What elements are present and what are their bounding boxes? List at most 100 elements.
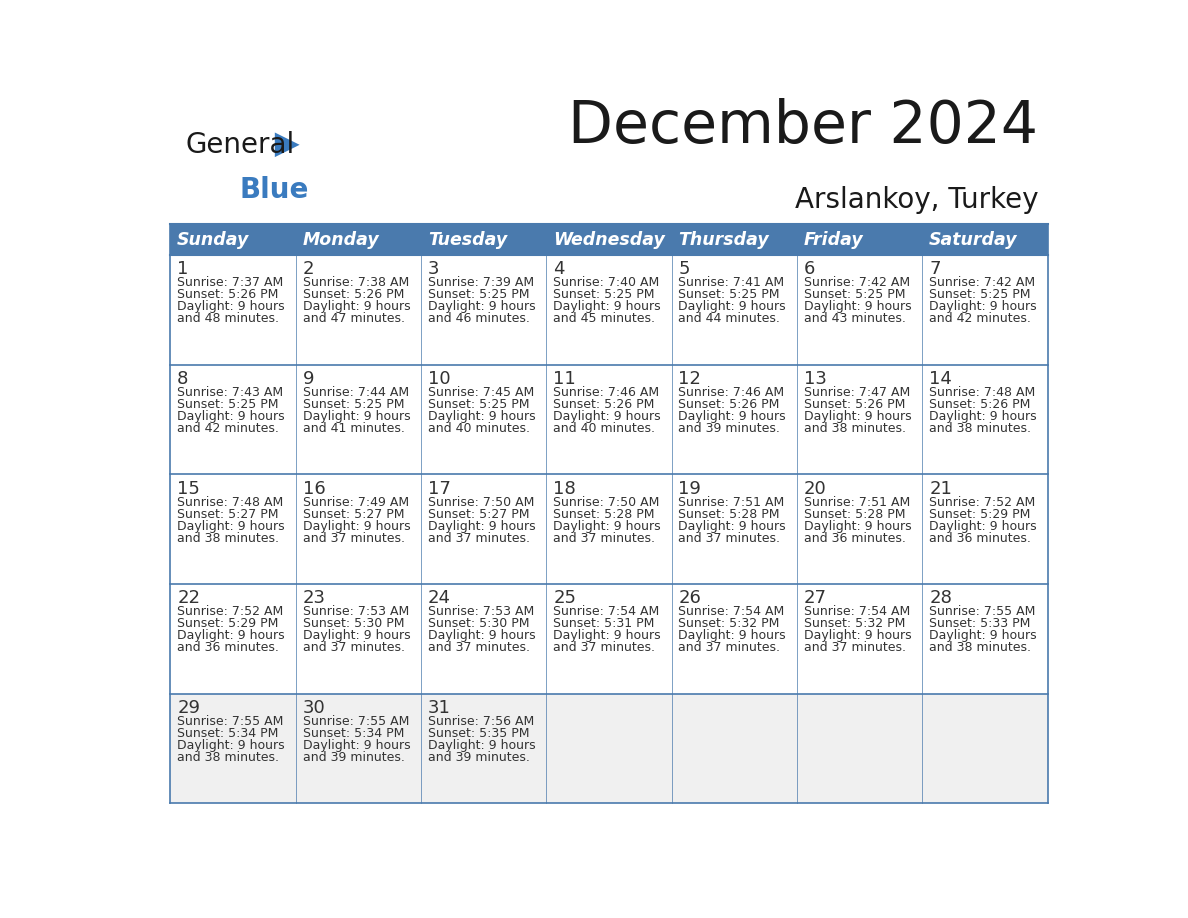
Text: 10: 10 [428,370,450,388]
Text: Daylight: 9 hours: Daylight: 9 hours [554,520,661,532]
Text: Sunrise: 7:37 AM: Sunrise: 7:37 AM [177,276,284,289]
Text: Sunrise: 7:39 AM: Sunrise: 7:39 AM [428,276,533,289]
Text: Sunrise: 7:52 AM: Sunrise: 7:52 AM [929,496,1036,509]
Text: Daylight: 9 hours: Daylight: 9 hours [177,739,285,752]
Text: Sunset: 5:26 PM: Sunset: 5:26 PM [177,288,278,301]
Text: and 42 minutes.: and 42 minutes. [929,312,1031,325]
Text: and 36 minutes.: and 36 minutes. [177,642,279,655]
Text: General: General [185,130,295,159]
Text: and 37 minutes.: and 37 minutes. [428,642,530,655]
Text: Daylight: 9 hours: Daylight: 9 hours [804,300,911,313]
Text: Sunrise: 7:44 AM: Sunrise: 7:44 AM [303,386,409,399]
Text: Sunset: 5:27 PM: Sunset: 5:27 PM [303,508,404,521]
Text: Sunset: 5:25 PM: Sunset: 5:25 PM [428,288,530,301]
Text: Tuesday: Tuesday [428,230,507,249]
Text: Daylight: 9 hours: Daylight: 9 hours [929,300,1037,313]
Text: Daylight: 9 hours: Daylight: 9 hours [554,410,661,423]
Text: and 38 minutes.: and 38 minutes. [177,532,279,544]
Text: Sunrise: 7:47 AM: Sunrise: 7:47 AM [804,386,910,399]
Text: Sunset: 5:26 PM: Sunset: 5:26 PM [804,398,905,411]
Text: and 37 minutes.: and 37 minutes. [554,532,655,544]
Text: Sunset: 5:28 PM: Sunset: 5:28 PM [554,508,655,521]
Text: Sunrise: 7:40 AM: Sunrise: 7:40 AM [554,276,659,289]
Text: Friday: Friday [804,230,864,249]
Text: Sunrise: 7:52 AM: Sunrise: 7:52 AM [177,606,284,619]
Text: Sunrise: 7:48 AM: Sunrise: 7:48 AM [929,386,1036,399]
Text: Sunrise: 7:50 AM: Sunrise: 7:50 AM [554,496,659,509]
Text: Daylight: 9 hours: Daylight: 9 hours [303,739,410,752]
Text: Daylight: 9 hours: Daylight: 9 hours [303,300,410,313]
Text: 3: 3 [428,261,440,278]
Text: Daylight: 9 hours: Daylight: 9 hours [428,520,536,532]
Text: and 42 minutes.: and 42 minutes. [177,422,279,435]
Text: and 38 minutes.: and 38 minutes. [804,422,905,435]
Text: and 38 minutes.: and 38 minutes. [929,642,1031,655]
Text: Daylight: 9 hours: Daylight: 9 hours [303,410,410,423]
Text: December 2024: December 2024 [568,98,1038,155]
Text: Sunset: 5:34 PM: Sunset: 5:34 PM [303,727,404,740]
Text: 23: 23 [303,589,326,607]
Text: and 39 minutes.: and 39 minutes. [678,422,781,435]
Text: and 37 minutes.: and 37 minutes. [303,532,404,544]
Text: 4: 4 [554,261,564,278]
Text: and 37 minutes.: and 37 minutes. [303,642,404,655]
Text: Daylight: 9 hours: Daylight: 9 hours [678,520,786,532]
Text: Daylight: 9 hours: Daylight: 9 hours [554,300,661,313]
Text: 18: 18 [554,479,576,498]
Text: 15: 15 [177,479,200,498]
Text: 29: 29 [177,699,200,717]
Text: Sunrise: 7:53 AM: Sunrise: 7:53 AM [428,606,535,619]
Text: and 39 minutes.: and 39 minutes. [303,751,404,764]
Text: and 36 minutes.: and 36 minutes. [804,532,905,544]
Text: Sunrise: 7:50 AM: Sunrise: 7:50 AM [428,496,535,509]
Text: Sunrise: 7:56 AM: Sunrise: 7:56 AM [428,715,535,728]
Text: 30: 30 [303,699,326,717]
Text: Sunset: 5:35 PM: Sunset: 5:35 PM [428,727,530,740]
Bar [170,693,1048,803]
Text: and 38 minutes.: and 38 minutes. [929,422,1031,435]
Text: Sunset: 5:25 PM: Sunset: 5:25 PM [177,398,279,411]
Text: Daylight: 9 hours: Daylight: 9 hours [929,520,1037,532]
Bar [170,584,1048,693]
Text: and 39 minutes.: and 39 minutes. [428,751,530,764]
Text: and 40 minutes.: and 40 minutes. [554,422,655,435]
Text: Daylight: 9 hours: Daylight: 9 hours [678,630,786,643]
Text: Wednesday: Wednesday [554,230,665,249]
Text: Sunset: 5:26 PM: Sunset: 5:26 PM [929,398,1030,411]
Text: 5: 5 [678,261,690,278]
Polygon shape [274,132,299,157]
Text: and 36 minutes.: and 36 minutes. [929,532,1031,544]
Text: Daylight: 9 hours: Daylight: 9 hours [428,410,536,423]
Text: Daylight: 9 hours: Daylight: 9 hours [929,630,1037,643]
Text: 6: 6 [804,261,815,278]
Text: 7: 7 [929,261,941,278]
Text: Sunrise: 7:41 AM: Sunrise: 7:41 AM [678,276,784,289]
Text: Sunset: 5:25 PM: Sunset: 5:25 PM [428,398,530,411]
Text: Sunset: 5:31 PM: Sunset: 5:31 PM [554,618,655,631]
Text: and 43 minutes.: and 43 minutes. [804,312,905,325]
Bar [170,364,1048,475]
Text: and 37 minutes.: and 37 minutes. [678,642,781,655]
Text: and 37 minutes.: and 37 minutes. [428,532,530,544]
Text: Sunrise: 7:51 AM: Sunrise: 7:51 AM [804,496,910,509]
Bar [170,475,1048,584]
Text: Arslankoy, Turkey: Arslankoy, Turkey [795,185,1038,214]
Text: Sunrise: 7:46 AM: Sunrise: 7:46 AM [554,386,659,399]
Text: and 48 minutes.: and 48 minutes. [177,312,279,325]
Text: Sunset: 5:25 PM: Sunset: 5:25 PM [804,288,905,301]
Text: Sunset: 5:27 PM: Sunset: 5:27 PM [177,508,279,521]
Text: Daylight: 9 hours: Daylight: 9 hours [303,520,410,532]
Text: 14: 14 [929,370,952,388]
Text: Sunrise: 7:54 AM: Sunrise: 7:54 AM [678,606,785,619]
Text: Daylight: 9 hours: Daylight: 9 hours [428,630,536,643]
Text: 8: 8 [177,370,189,388]
Text: 20: 20 [804,479,827,498]
Text: Sunrise: 7:49 AM: Sunrise: 7:49 AM [303,496,409,509]
Text: Sunrise: 7:53 AM: Sunrise: 7:53 AM [303,606,409,619]
Text: Sunset: 5:28 PM: Sunset: 5:28 PM [804,508,905,521]
Text: Sunset: 5:33 PM: Sunset: 5:33 PM [929,618,1030,631]
Text: Saturday: Saturday [929,230,1018,249]
Text: Sunset: 5:30 PM: Sunset: 5:30 PM [428,618,530,631]
Text: and 37 minutes.: and 37 minutes. [554,642,655,655]
Text: 19: 19 [678,479,701,498]
